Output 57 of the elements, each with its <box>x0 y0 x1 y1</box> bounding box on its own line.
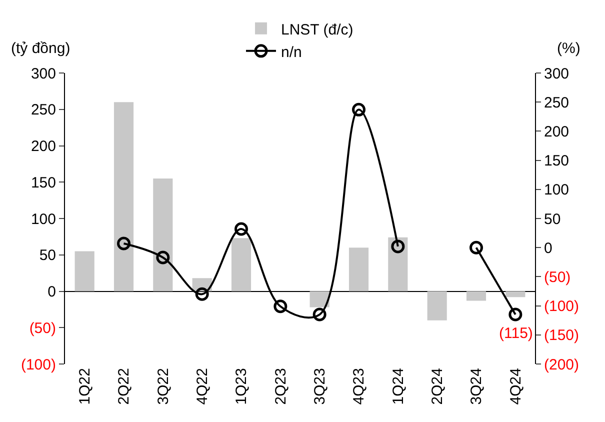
legend-label: LNST (đ/c) <box>281 21 354 38</box>
y-tick-label: 50 <box>39 247 56 264</box>
point <box>195 287 209 301</box>
x-tick-label: 3Q23 <box>311 368 328 405</box>
y2-tick-label: 100 <box>544 182 570 199</box>
point <box>508 308 522 322</box>
y2-tick-label: (100) <box>544 298 580 316</box>
y-tick-label: 100 <box>30 210 56 228</box>
bar <box>348 248 369 292</box>
bar <box>231 238 252 292</box>
point <box>234 222 248 236</box>
bar <box>153 178 173 292</box>
point <box>352 102 366 116</box>
bar <box>506 291 526 298</box>
annotation: (115) <box>499 325 533 342</box>
y2-tick-label: 200 <box>544 123 570 140</box>
y-axis-title: (tỷ đồng) <box>11 40 70 57</box>
bar <box>388 237 408 292</box>
bar <box>466 291 486 301</box>
point <box>274 300 288 314</box>
y2-tick-label: (200) <box>544 356 580 374</box>
point <box>312 308 326 322</box>
x-tick-label: 3Q24 <box>468 368 486 405</box>
x-tick-label: 1Q23 <box>233 368 250 405</box>
x-tick-label: 1Q24 <box>390 368 407 405</box>
y2-axis-title: (%) <box>557 40 580 57</box>
bar <box>74 251 94 292</box>
y-tick-label: 300 <box>30 65 56 82</box>
y2-tick-label: 150 <box>544 152 570 170</box>
y2-tick-label: (50) <box>544 268 571 286</box>
point <box>470 240 483 254</box>
x-tick-label: 2Q23 <box>272 368 290 405</box>
y2-tick-label: 300 <box>544 65 570 82</box>
y-tick-label: 0 <box>48 284 56 300</box>
x-tick-label: 3Q22 <box>154 368 172 405</box>
x-tick-label: 4Q22 <box>194 368 211 405</box>
point <box>391 240 405 254</box>
y2-tick-label: 250 <box>544 94 570 112</box>
x-tick-label: 2Q24 <box>428 368 446 405</box>
x-tick-label: 1Q22 <box>76 368 94 405</box>
legend-label: n/n <box>281 44 302 61</box>
y-tick-label: (50) <box>29 320 56 337</box>
y-tick-label: 150 <box>30 174 56 192</box>
bar <box>114 102 134 292</box>
x-tick-label: 4Q24 <box>507 368 524 405</box>
y2-tick-label: 0 <box>544 240 552 257</box>
y2-tick-label: 50 <box>544 210 561 228</box>
y-tick-label: 250 <box>30 102 56 119</box>
y-tick-label: 200 <box>30 138 56 155</box>
x-tick-label: 2Q22 <box>116 368 133 405</box>
point <box>156 250 170 264</box>
bar <box>310 291 330 308</box>
bar <box>427 291 447 320</box>
point <box>117 236 130 250</box>
x-tick-label: 4Q23 <box>350 368 368 405</box>
y-tick-label: (100) <box>20 356 56 374</box>
y2-tick-label: (150) <box>544 327 580 344</box>
